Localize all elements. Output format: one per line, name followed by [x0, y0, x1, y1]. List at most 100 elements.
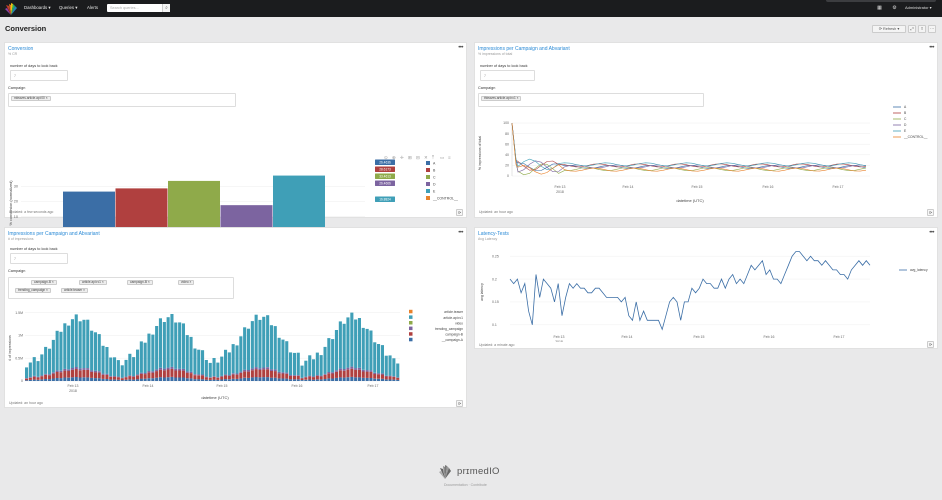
- footer-links[interactable]: Documentation · Contribute: [444, 483, 487, 487]
- refresh-icon[interactable]: ⟳: [927, 341, 934, 348]
- refresh-button[interactable]: ⟳ Refresh ▾: [872, 25, 906, 33]
- stacked-bar-segment: [308, 376, 312, 380]
- search-input[interactable]: Search queries... ⌕: [107, 4, 170, 12]
- stacked-bar-segment: [208, 377, 212, 378]
- share-button[interactable]: ⇪: [918, 25, 926, 33]
- stacked-bar-segment: [365, 371, 369, 378]
- stacked-bar-segment: [44, 374, 48, 379]
- stacked-bar-segment: [63, 368, 67, 371]
- stacked-bar-segment: [269, 369, 273, 371]
- stacked-bar-segment: [185, 378, 189, 381]
- stacked-bar-segment: [93, 332, 97, 371]
- y-tick-label: 0.1: [492, 323, 497, 327]
- hover-label: 28.6173: [379, 168, 391, 172]
- hover-label-box: [375, 173, 395, 179]
- stacked-bar-segment: [331, 372, 335, 374]
- bar-C: [168, 180, 220, 232]
- days-input[interactable]: 7: [10, 253, 68, 264]
- days-input[interactable]: 7: [10, 70, 68, 81]
- campaign-tag[interactable]: article.teaser ×: [61, 288, 88, 293]
- campaign-tag[interactable]: video ×: [178, 280, 195, 285]
- stacked-bar-segment: [55, 330, 59, 371]
- campaign-tag[interactable]: trending_campaign ×: [15, 288, 51, 293]
- stacked-bar-segment: [304, 379, 308, 381]
- refresh-icon[interactable]: ⟳: [456, 209, 463, 216]
- stacked-bar-segment: [342, 370, 346, 378]
- stacked-bar-segment: [380, 373, 384, 375]
- legend-label: __campaign-A: [441, 338, 464, 342]
- stacked-bar-segment: [181, 370, 185, 378]
- nav-queries[interactable]: Queries ▾: [59, 5, 78, 10]
- stacked-bar-segment: [296, 375, 300, 376]
- nav-alerts[interactable]: Alerts: [87, 5, 98, 10]
- campaign-select[interactable]: campaign-B × article.api:rc1 × campaign-…: [8, 277, 234, 299]
- user-menu[interactable]: Administrator ▾: [905, 5, 932, 10]
- stacked-bar-segment: [350, 366, 354, 369]
- search-icon[interactable]: ⌕: [162, 4, 170, 12]
- y-tick-label: 0.5M: [15, 356, 23, 360]
- y-axis-label: % impressions of total: [478, 136, 482, 170]
- stacked-bar-segment: [250, 377, 254, 381]
- campaign-tag[interactable]: thleaves.article.api:rc1 ×: [481, 96, 522, 101]
- conversion-chart: 0102030__CONTROL__% conversion (normaliz…: [9, 155, 458, 248]
- stacked-bar-segment: [254, 377, 258, 381]
- stacked-bar-segment: [269, 377, 273, 381]
- campaign-label: Campaign: [8, 86, 26, 90]
- x-axis-label: datetime (UTC): [676, 198, 704, 203]
- stacked-bar-segment: [220, 356, 224, 376]
- refresh-icon[interactable]: ⟳: [456, 400, 463, 407]
- dashboard-icon[interactable]: ▦: [877, 5, 882, 11]
- stacked-bar-segment: [216, 377, 220, 378]
- stacked-bar-segment: [28, 379, 32, 381]
- stacked-bar-segment: [55, 370, 59, 372]
- campaign-tag[interactable]: campaign-B ×: [127, 280, 153, 285]
- refresh-icon[interactable]: ⟳: [927, 209, 934, 216]
- stacked-bar-segment: [292, 375, 296, 376]
- widget-menu-icon[interactable]: •••: [929, 45, 934, 51]
- nav-dashboards[interactable]: Dashboards ▾: [24, 5, 51, 10]
- campaign-tag[interactable]: mleaves.article.api:00 ×: [11, 96, 51, 101]
- stacked-bar-segment: [380, 374, 384, 379]
- widget-title[interactable]: Conversion: [8, 46, 34, 52]
- legend-label: E: [904, 129, 907, 133]
- stacked-bar-segment: [197, 379, 201, 381]
- campaign-select[interactable]: mleaves.article.api:00 ×: [8, 93, 236, 107]
- stacked-bar-segment: [254, 314, 258, 368]
- widget-menu-icon[interactable]: •••: [929, 230, 934, 236]
- series-line-E: [511, 122, 867, 171]
- campaign-tag[interactable]: campaign-B ×: [31, 280, 57, 285]
- campaign-tag[interactable]: article.api:rc1 ×: [79, 280, 107, 285]
- stacked-bar-segment: [246, 377, 250, 381]
- campaign-select[interactable]: thleaves.article.api:rc1 ×: [478, 93, 704, 107]
- fullscreen-button[interactable]: ⤢: [908, 25, 916, 33]
- logo-icon[interactable]: [3, 1, 19, 16]
- stacked-bar-segment: [315, 375, 319, 380]
- stacked-bar-segment: [250, 321, 254, 369]
- stacked-bar-segment: [59, 331, 63, 371]
- stacked-bar-segment: [28, 362, 32, 378]
- widget-title[interactable]: Impressions per Campaign and Abvariant: [8, 231, 100, 237]
- stacked-bar-segment: [334, 330, 338, 371]
- stacked-bar-segment: [354, 369, 358, 378]
- stacked-bar-segment: [342, 369, 346, 371]
- legend-swatch: [409, 332, 413, 336]
- days-value: 7: [484, 74, 486, 78]
- stacked-bar-segment: [384, 379, 388, 381]
- widget-menu-icon[interactable]: •••: [458, 45, 463, 51]
- modebar-icon: ✛: [400, 155, 404, 160]
- stacked-bar-segment: [357, 369, 361, 378]
- days-input[interactable]: 7: [480, 70, 535, 81]
- widget-title[interactable]: Latency-Tests: [478, 231, 509, 237]
- gear-icon[interactable]: ⚙: [892, 5, 897, 11]
- stacked-bar-segment: [97, 378, 101, 381]
- stacked-bar-segment: [155, 326, 159, 370]
- stacked-bar-segment: [208, 377, 212, 380]
- widget-latency: Latency-Tests Avg Latency ••• 0.1 0.15 0.2…: [474, 227, 938, 349]
- stacked-bar-segment: [105, 347, 109, 374]
- stacked-bar-segment: [136, 374, 140, 376]
- widget-menu-icon[interactable]: •••: [458, 230, 463, 236]
- stacked-bar-segment: [101, 374, 105, 379]
- widget-title[interactable]: Impressions per Campaign and Abvariant: [478, 46, 570, 52]
- more-button[interactable]: ⋯: [928, 25, 936, 33]
- legend-swatch: [409, 337, 413, 342]
